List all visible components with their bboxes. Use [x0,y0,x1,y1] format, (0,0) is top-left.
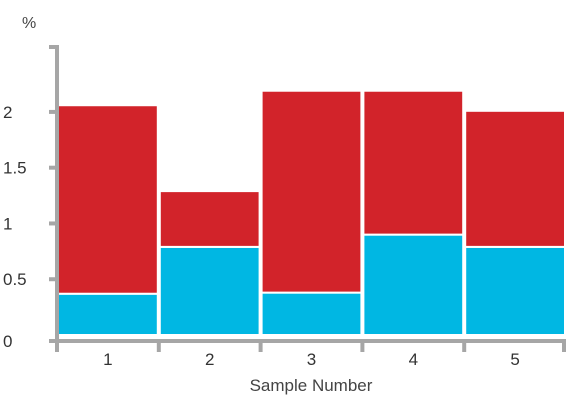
bar-segment-2-2 [158,190,261,248]
x-axis-title: Sample Number [250,376,373,395]
bar-segment-5-1 [464,245,566,336]
bars-group [57,89,566,337]
x-tick-label: 4 [409,350,418,369]
bar-segment-3-2 [260,89,363,294]
y-tick-label: 2 [3,103,12,122]
y-unit-label: % [22,15,36,32]
bar-segment-1-2 [57,104,159,295]
bar-segment-4-1 [362,233,465,336]
y-tick-label: 0.5 [3,270,27,289]
bar-segment-4-2 [362,89,465,236]
x-tick-label: 1 [103,350,112,369]
x-tick-label: 2 [205,350,214,369]
bar-segment-5-2 [464,109,566,248]
bar-segment-3-1 [260,291,363,337]
x-ticks-group: 1 2 3 4 5 [55,341,566,369]
y-ticks-group: 0 0.5 1 1.5 2 [3,103,57,351]
bar-segment-2-1 [158,245,261,336]
axes-group [49,45,566,343]
y-tick-label: 1 [3,214,12,233]
y-tick-label: 1.5 [3,159,27,178]
x-tick-label: 5 [510,350,519,369]
x-tick-label: 3 [307,350,316,369]
y-tick-label: 0 [3,332,12,351]
bar-segment-1-1 [57,292,159,337]
